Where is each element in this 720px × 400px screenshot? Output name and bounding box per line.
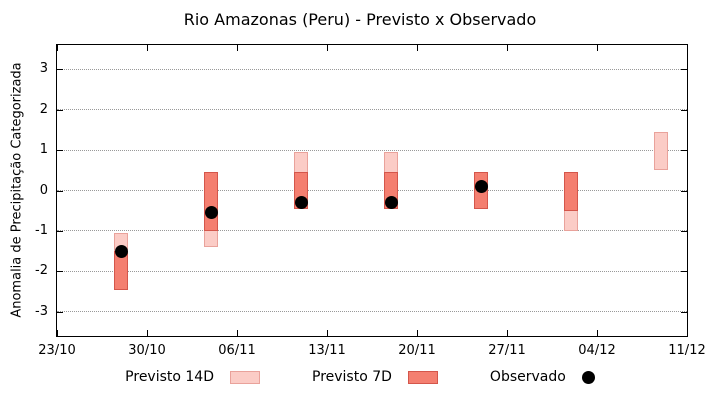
x-tick-mark [57, 330, 58, 336]
y-tick-label: 3 [39, 61, 48, 77]
x-tick-label: 04/12 [578, 343, 616, 358]
bar-previsto-7d [204, 172, 219, 231]
x-tick-mark [147, 330, 148, 336]
y-tick-mark [681, 230, 687, 232]
y-tick-label: 0 [39, 182, 48, 198]
y-tick-mark [57, 69, 63, 71]
legend-swatch-previsto-7d [407, 370, 438, 384]
x-axis-labels: 23/10 30/10 06/11 13/11 20/11 27/11 04/12 11/12 [38, 343, 705, 361]
y-tick-label: 1 [39, 142, 48, 158]
y-tick-mark [57, 230, 63, 232]
gridline [57, 190, 687, 191]
x-tick-label: 23/10 [38, 343, 76, 358]
x-tick-mark [687, 330, 688, 336]
x-tick-label: 27/11 [488, 343, 526, 358]
y-tick-mark [681, 311, 687, 313]
y-tick-mark [681, 190, 687, 192]
legend-item-previsto-14d: Previsto 14D [125, 369, 260, 385]
gridline [57, 149, 687, 151]
legend-swatch-observado [581, 370, 595, 384]
observado-dot [114, 244, 128, 258]
bar-previsto-7d [564, 172, 579, 211]
x-tick-label: 06/11 [218, 343, 256, 358]
x-tick-label: 11/12 [668, 343, 706, 358]
legend-label-previsto-14d: Previsto 14D [125, 369, 214, 385]
gridline [57, 270, 687, 272]
legend-item-observado: Observado [490, 369, 595, 385]
x-tick-mark [237, 330, 238, 336]
x-tick-label: 30/10 [128, 343, 166, 358]
legend-label-observado: Observado [489, 369, 566, 385]
bar-previsto-14d [654, 131, 669, 171]
y-tick-label: -1 [35, 222, 48, 238]
legend-swatch-previsto-14d [230, 370, 260, 384]
gridline [57, 230, 687, 232]
y-tick-mark [57, 150, 63, 152]
x-tick-mark [327, 330, 328, 336]
x-tick-mark [417, 330, 418, 336]
legend-label-previsto-7d: Previsto 7D [312, 369, 392, 385]
y-tick-mark [57, 271, 63, 273]
y-tick-label: 2 [39, 101, 48, 117]
y-tick-label: -3 [35, 303, 48, 319]
x-tick-label: 20/11 [398, 343, 436, 358]
observado-dot [294, 196, 308, 210]
x-tick-mark [507, 330, 508, 336]
x-tick-mark [57, 45, 58, 51]
x-tick-mark [597, 45, 598, 51]
x-tick-label: 13/11 [308, 343, 346, 358]
y-tick-label: -2 [35, 263, 48, 279]
y-tick-mark [57, 311, 63, 313]
observado-dot [384, 196, 398, 210]
chart-title: Rio Amazonas (Peru) - Previsto x Observa… [183, 10, 537, 29]
observado-dot [474, 179, 488, 193]
y-tick-mark [57, 109, 63, 111]
x-tick-mark [147, 45, 148, 51]
legend: Previsto 14D Previsto 7D Observado [0, 369, 720, 385]
x-tick-mark [597, 330, 598, 336]
x-tick-mark [237, 45, 238, 51]
x-tick-mark [507, 45, 508, 51]
x-tick-mark [687, 45, 688, 51]
y-tick-mark [681, 150, 687, 152]
y-tick-mark [681, 271, 687, 273]
y-tick-mark [57, 190, 63, 192]
gridline [57, 109, 687, 111]
legend-item-previsto-7d: Previsto 7D [312, 369, 438, 385]
y-tick-mark [681, 69, 687, 71]
observado-dot [204, 206, 218, 220]
gridline [57, 68, 687, 70]
plot-area [56, 44, 688, 337]
x-tick-mark [327, 45, 328, 51]
y-axis-labels: 3 2 1 0 -1 -2 -3 [0, 44, 48, 337]
y-tick-mark [681, 109, 687, 111]
gridline [57, 311, 687, 313]
x-tick-mark [417, 45, 418, 51]
